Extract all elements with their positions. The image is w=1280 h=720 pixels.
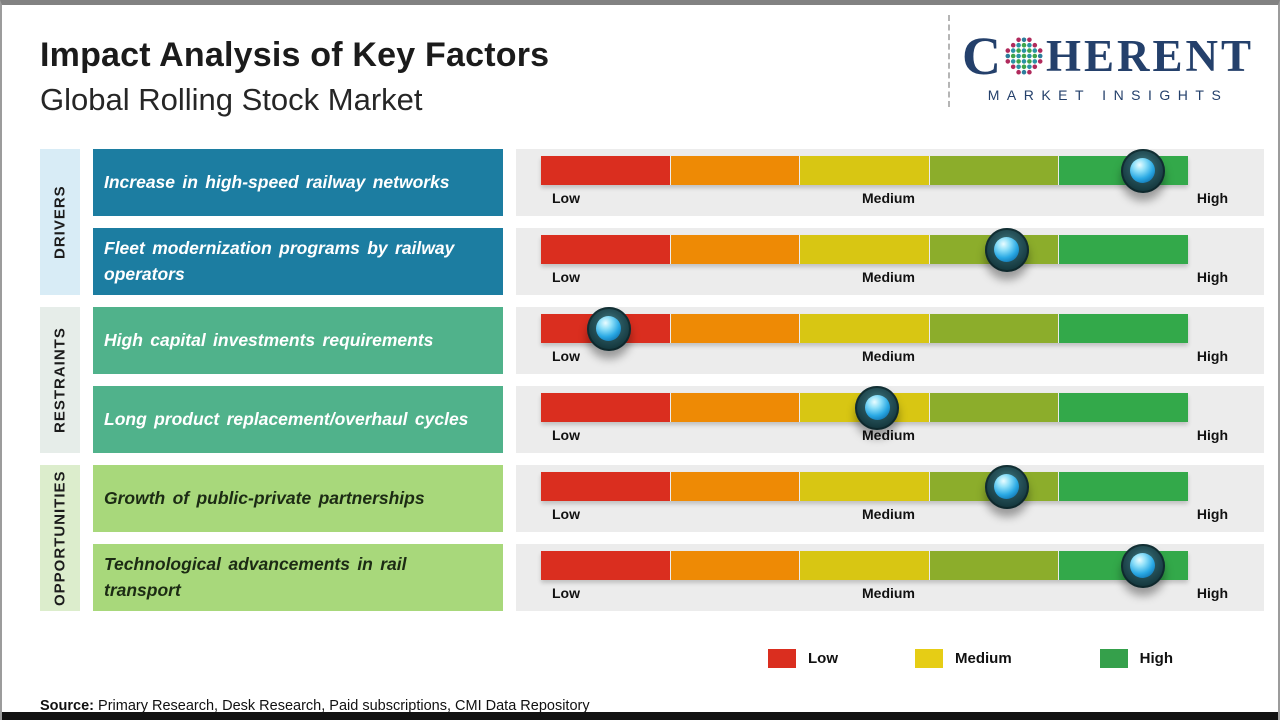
- impact-scale-bar: [541, 235, 1188, 264]
- factor-box: Long product replacement/overhaul cycles: [93, 386, 503, 453]
- scale-label-medium: Medium: [862, 190, 915, 206]
- group-label-restraints: RESTRAINTS: [40, 307, 80, 453]
- scale-label-medium: Medium: [862, 348, 915, 364]
- factor-box: High capital investments requirements: [93, 307, 503, 374]
- impact-gauge: Low Medium High: [516, 227, 1264, 295]
- impact-gauge: Low Medium High: [516, 148, 1264, 216]
- impact-gauge: Low Medium High: [516, 464, 1264, 532]
- logo-globe-icon: [1005, 37, 1043, 75]
- scale-label-high: High: [1196, 585, 1228, 601]
- impact-gauge: Low Medium High: [516, 385, 1264, 453]
- brand-letters-rest: HERENT: [1045, 30, 1255, 81]
- source-line: Source: Primary Research, Desk Research,…: [40, 698, 590, 714]
- impact-indicator-ball: [1120, 543, 1165, 588]
- source-text: Primary Research, Desk Research, Paid su…: [94, 698, 590, 714]
- header-divider: [948, 15, 950, 107]
- impact-indicator-core: [994, 237, 1020, 262]
- impact-gauge: Low Medium High: [516, 306, 1264, 374]
- scale-label-medium: Medium: [862, 269, 915, 285]
- scale-label-low: Low: [552, 427, 580, 443]
- factor-box: Technological advancements in rail trans…: [93, 544, 503, 611]
- brand-tagline: MARKET INSIGHTS: [987, 87, 1229, 103]
- scale-label-low: Low: [552, 585, 580, 601]
- group-label-opportunities: OPPORTUNITIES: [40, 465, 80, 611]
- scale-label-medium: Medium: [862, 585, 915, 601]
- scale-label-high: High: [1196, 348, 1228, 364]
- impact-indicator-ball: [586, 306, 631, 351]
- scale-label-high: High: [1196, 427, 1228, 443]
- legend-label-low: Low: [808, 650, 838, 667]
- scale-label-high: High: [1196, 190, 1228, 206]
- legend-item-high: High: [1099, 649, 1173, 668]
- legend-label-medium: Medium: [955, 650, 1012, 667]
- impact-scale-bar: [541, 156, 1188, 185]
- brand-name: C HERENT: [958, 29, 1258, 83]
- title-block: Impact Analysis of Key Factors Global Ro…: [40, 36, 549, 118]
- impact-indicator-core: [1130, 553, 1156, 578]
- scale-label-low: Low: [552, 269, 580, 285]
- factor-box: Growth of public-private partnerships: [93, 465, 503, 532]
- bottom-bar: [2, 712, 1278, 720]
- impact-indicator-ball: [855, 385, 900, 430]
- impact-scale-bar: [541, 393, 1188, 422]
- brand-letter-c: C: [961, 26, 1001, 86]
- scale-label-high: High: [1196, 506, 1228, 522]
- scale-label-high: High: [1196, 269, 1228, 285]
- impact-matrix: DRIVERS RESTRAINTS OPPORTUNITIES Increas…: [40, 148, 1264, 611]
- legend-item-medium: Medium: [915, 649, 1012, 668]
- impact-indicator-core: [1130, 158, 1156, 183]
- legend-swatch-high: [1099, 649, 1128, 668]
- impact-indicator-core: [596, 316, 622, 341]
- legend-swatch-medium: [915, 649, 943, 668]
- legend-swatch-low: [768, 649, 796, 668]
- scale-label-low: Low: [552, 506, 580, 522]
- page-subtitle: Global Rolling Stock Market: [40, 82, 423, 118]
- company-logo: C HERENT MARKET INSIGHTS: [958, 29, 1258, 103]
- impact-indicator-core: [994, 474, 1020, 499]
- factor-box: Fleet modernization programs by railway …: [93, 228, 503, 295]
- impact-gauge: Low Medium High: [516, 543, 1264, 611]
- legend: Low Medium High: [768, 649, 1173, 668]
- source-label: Source:: [40, 698, 94, 714]
- impact-indicator-ball: [1120, 148, 1165, 193]
- factor-box: Increase in high-speed railway networks: [93, 149, 503, 216]
- impact-indicator-ball: [984, 464, 1029, 509]
- legend-item-low: Low: [768, 649, 838, 668]
- scale-label-medium: Medium: [862, 427, 915, 443]
- scale-label-low: Low: [552, 348, 580, 364]
- impact-indicator-core: [864, 395, 890, 420]
- impact-scale-bar: [541, 472, 1188, 501]
- legend-label-high: High: [1139, 650, 1173, 667]
- group-label-drivers: DRIVERS: [40, 149, 80, 295]
- scale-label-medium: Medium: [862, 506, 915, 522]
- impact-scale-bar: [541, 314, 1188, 343]
- scale-label-low: Low: [552, 190, 580, 206]
- impact-scale-bar: [541, 551, 1188, 580]
- page-title: Impact Analysis of Key Factors: [40, 36, 550, 74]
- impact-indicator-ball: [984, 227, 1029, 272]
